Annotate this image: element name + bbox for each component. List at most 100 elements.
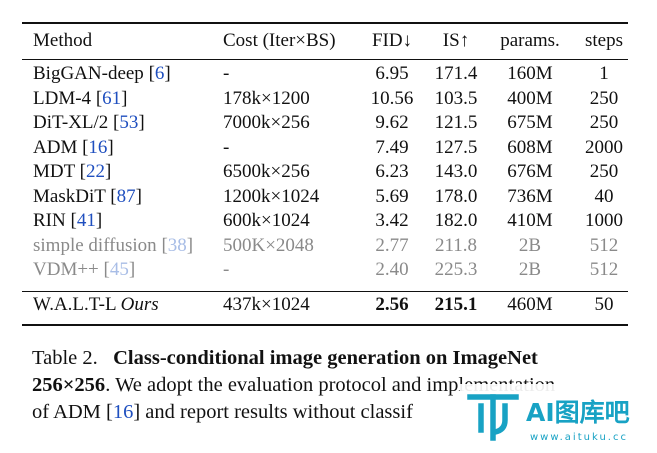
is-cell: 211.8 <box>434 234 478 256</box>
params-cell: 736M <box>507 185 553 207</box>
method-name: BigGAN-deep <box>33 63 144 84</box>
steps-cell: 1000 <box>585 210 623 231</box>
watermark-text: AI图库吧 <box>526 398 630 427</box>
steps-cell: 40 <box>594 185 614 207</box>
table-row: MDT [22] 6500k×256 6.23 143.0 676M 250 <box>22 160 634 184</box>
fid-cell: 2.77 <box>375 234 409 256</box>
is-cell: 178.0 <box>434 185 478 207</box>
table-row: simple diffusion [38] 500K×2048 2.77 211.8 2… <box>22 234 634 258</box>
citation: 87 <box>116 185 136 207</box>
method-name: MDT <box>33 161 75 182</box>
header-is: IS↑ <box>442 30 470 51</box>
params-cell: 410M <box>507 210 553 231</box>
table-row: RIN [41] 600k×1024 3.42 182.0 410M 1000 <box>22 209 634 233</box>
params-cell: 460M <box>507 294 553 315</box>
method-cell: LDM-4 [61] <box>33 87 128 109</box>
steps-cell: 2000 <box>585 136 623 158</box>
method-cell: DiT-XL/2 [53] <box>33 112 145 133</box>
params-cell: 400M <box>507 87 553 109</box>
caption-line-3: of ADM [16] and report results without c… <box>32 399 650 426</box>
method-cell: VDM++ [45] <box>33 259 136 280</box>
fid-cell: 7.49 <box>375 136 409 158</box>
is-cell: 171.4 <box>434 63 478 84</box>
caption-resolution: 256×256 <box>32 374 106 396</box>
citation: 16 <box>88 136 108 158</box>
method-cell: RIN [41] <box>33 210 103 231</box>
citation: 22 <box>85 161 105 182</box>
method-cell: MDT [22] <box>33 161 112 182</box>
params-cell: 2B <box>518 234 542 256</box>
steps-cell: 1 <box>599 63 609 84</box>
caption-title: Class-conditional image generation on Im… <box>113 347 538 369</box>
method-name: VDM++ <box>33 259 99 280</box>
steps-cell: 512 <box>589 259 619 280</box>
is-cell: 215.1 <box>434 294 478 315</box>
ours-separator-rule <box>22 291 628 292</box>
cost-cell: 600k×1024 <box>223 210 310 231</box>
steps-cell: 250 <box>589 112 619 133</box>
method-cell: ADM [16] <box>33 136 114 158</box>
header-cost: Cost (Iter×BS) <box>223 30 336 51</box>
steps-cell: 250 <box>589 161 619 182</box>
params-cell: 676M <box>507 161 553 182</box>
ours-tag: Ours <box>120 294 159 315</box>
table-row: MaskDiT [87] 1200k×1024 5.69 178.0 736M 40 <box>22 185 634 209</box>
top-rule <box>22 22 628 24</box>
table-row: LDM-4 [61] 178k×1200 10.56 103.5 400M 250 <box>22 87 634 111</box>
caption-label: Table 2. <box>32 347 98 369</box>
citation: 38 <box>167 234 187 256</box>
fid-cell: 10.56 <box>370 87 414 109</box>
caption-line-2-text: . We adopt the evaluation protocol a <box>105 374 401 396</box>
cost-cell: 178k×1200 <box>223 87 310 109</box>
table-row: VDM++ [45] - 2.40 225.3 2B 512 <box>22 258 634 282</box>
fid-cell: 2.40 <box>375 259 409 280</box>
watermark-url: www.aituku.cc <box>530 432 628 443</box>
fid-cell: 6.23 <box>375 161 409 182</box>
params-cell: 160M <box>507 63 553 84</box>
citation: 41 <box>76 210 96 231</box>
citation: 61 <box>102 87 122 109</box>
header-method: Method <box>33 30 93 51</box>
table-row: ADM [16] - 7.49 127.5 608M 2000 <box>22 136 634 160</box>
citation: 6 <box>154 63 165 84</box>
steps-cell: 50 <box>594 294 614 315</box>
caption-line-2: 256×256. We adopt the evaluation protoco… <box>32 372 650 399</box>
bottom-rule <box>22 324 628 326</box>
cost-cell: - <box>223 259 230 280</box>
method-name: W.A.L.T-L <box>33 294 116 315</box>
method-name: RIN <box>33 210 66 231</box>
is-cell: 127.5 <box>434 136 478 158</box>
is-cell: 121.5 <box>434 112 478 133</box>
cost-cell: 500K×2048 <box>223 234 314 256</box>
method-name: ADM <box>33 136 78 158</box>
citation: 53 <box>119 112 139 133</box>
cost-cell: 1200k×1024 <box>223 185 320 207</box>
cost-cell: 6500k×256 <box>223 161 310 182</box>
fid-cell: 9.62 <box>375 112 409 133</box>
citation: 45 <box>109 259 129 280</box>
params-cell: 608M <box>507 136 553 158</box>
cost-cell: 437k×1024 <box>223 294 310 315</box>
cost-cell: - <box>223 63 230 84</box>
caption-citation: 16 <box>112 401 134 423</box>
is-cell: 225.3 <box>434 259 478 280</box>
method-cell: BigGAN-deep [6] <box>33 63 171 84</box>
method-name: DiT-XL/2 <box>33 112 109 133</box>
method-name: LDM-4 <box>33 87 92 109</box>
header-rule <box>22 59 628 60</box>
is-cell: 182.0 <box>434 210 478 231</box>
table-row: BigGAN-deep [6] - 6.95 171.4 160M 1 <box>22 62 634 86</box>
fid-cell: 3.42 <box>375 210 409 231</box>
method-cell: W.A.L.T-L Ours <box>33 293 159 317</box>
watermark-t-mark-icon <box>467 394 519 441</box>
params-cell: 675M <box>507 112 553 133</box>
cost-cell: 7000k×256 <box>223 112 310 133</box>
method-name: MaskDiT <box>33 185 106 207</box>
table-caption: Table 2. Class-conditional image generat… <box>32 345 650 426</box>
is-cell: 103.5 <box>434 87 478 109</box>
table-row: DiT-XL/2 [53] 7000k×256 9.62 121.5 675M 250 <box>22 111 634 135</box>
fid-cell: 2.56 <box>375 294 409 315</box>
fid-cell: 6.95 <box>375 63 409 84</box>
header-steps: steps <box>585 30 623 51</box>
steps-cell: 512 <box>589 234 619 256</box>
